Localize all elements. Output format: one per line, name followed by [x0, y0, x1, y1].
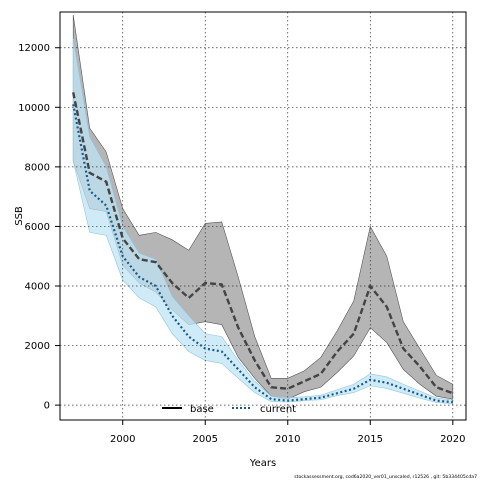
y-tick-label: 2000: [25, 341, 50, 352]
x-tick-label: 2015: [358, 434, 383, 445]
legend: base current: [162, 404, 296, 415]
x-tick-label: 2010: [275, 434, 300, 445]
series-lines: [72, 92, 454, 404]
footer-text: stockassessment.org, cod6a2020_ver01_uns…: [294, 474, 477, 480]
legend-item-base: base: [162, 404, 214, 415]
legend-label: base: [190, 404, 214, 415]
band-base: [72, 14, 454, 400]
legend-item-current: current: [232, 404, 296, 415]
y-axis-title: SSB: [14, 206, 25, 226]
x-axis-ticks: 2000 2005 2010 2015 2020: [110, 420, 466, 445]
y-tick-label: 10000: [18, 103, 50, 114]
x-tick-label: 2000: [110, 434, 135, 445]
y-tick-label: 0: [44, 401, 50, 412]
x-tick-label: 2020: [440, 434, 465, 445]
y-tick-label: 4000: [25, 281, 50, 292]
legend-label: current: [260, 404, 296, 415]
series-line-current: [72, 104, 453, 404]
y-axis-ticks: 0 2000 4000 6000 8000 10000 12000: [18, 43, 60, 412]
y-tick-label: 6000: [25, 222, 50, 233]
y-tick-label: 8000: [25, 162, 50, 173]
confidence-bands: [72, 14, 454, 404]
grid-lines: [60, 12, 466, 420]
y-tick-label: 12000: [18, 43, 50, 54]
band-current: [72, 38, 454, 404]
plot-frame: [59, 11, 467, 421]
series-line-base: [72, 92, 454, 395]
x-tick-label: 2005: [193, 434, 218, 445]
x-axis-title: Years: [249, 458, 276, 469]
